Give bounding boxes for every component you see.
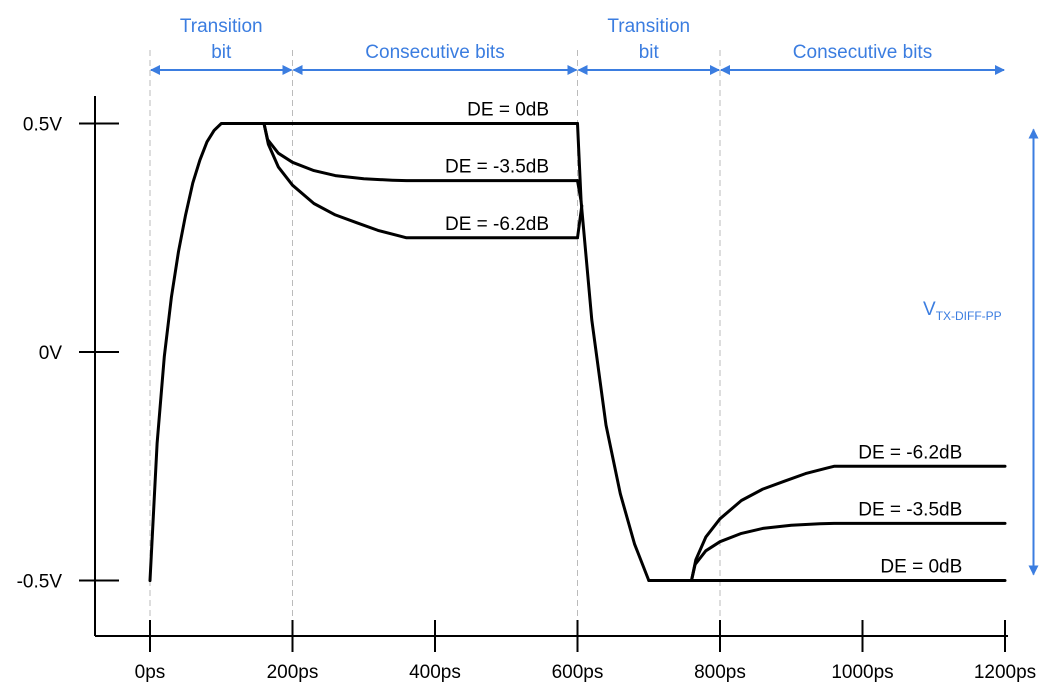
x-tick-label: 400ps	[409, 662, 461, 683]
annotations: Transition bit Consecutive bits Transition b…	[150, 16, 1039, 576]
waveform-curves	[148, 122, 1007, 582]
y-tick-label: -0.5V	[17, 572, 63, 593]
x-tick-label: 1000ps	[831, 662, 893, 683]
curve-labels: DE = 0dB DE = -3.5dB DE = -6.2dB DE = -6.2d…	[445, 100, 962, 578]
interval-label: bit	[211, 42, 232, 63]
interval-label: Transition	[180, 16, 263, 37]
swing-label-main: V	[923, 299, 936, 320]
x-tick-label: 1200ps	[974, 662, 1036, 683]
y-tick-label: 0.5V	[23, 115, 62, 136]
curve-high_3_5dB	[262, 122, 579, 183]
curve-low_3_5dB	[690, 521, 1007, 582]
swing-label: VTX-DIFF-PP	[923, 299, 1002, 323]
curve-label: DE = 0dB	[467, 100, 549, 121]
x-tick-label: 200ps	[267, 662, 319, 683]
curve-high_6_2dB	[262, 122, 579, 240]
curve-rise	[148, 122, 266, 582]
interval-label: Consecutive bits	[365, 42, 504, 63]
curve-label: DE = -3.5dB	[445, 157, 549, 178]
curve-label: DE = -6.2dB	[445, 214, 549, 235]
x-tick-label: 800ps	[694, 662, 746, 683]
guide-lines	[149, 50, 721, 636]
curve-fall_3_5dB	[576, 179, 583, 203]
swing-label-subscript: TX-DIFF-PP	[936, 309, 1002, 323]
curve-fall_0dB	[576, 122, 651, 582]
curve-fall_6_2dB	[576, 204, 584, 240]
curve-low_6_2dB	[690, 464, 1007, 582]
x-tick-label: 600ps	[552, 662, 604, 683]
curve-label: DE = 0dB	[880, 557, 962, 578]
curve-label: DE = -6.2dB	[858, 442, 962, 463]
axes: 0ps 200ps 400ps 600ps 800ps 1000ps 1200ps 0.5V 0…	[17, 96, 1036, 683]
x-tick-label: 0ps	[135, 662, 166, 683]
y-tick-label: 0V	[39, 343, 63, 364]
interval-label: Consecutive bits	[793, 42, 932, 63]
curve-label: DE = -3.5dB	[858, 499, 962, 520]
interval-label: Transition	[607, 16, 690, 37]
interval-label: bit	[639, 42, 660, 63]
